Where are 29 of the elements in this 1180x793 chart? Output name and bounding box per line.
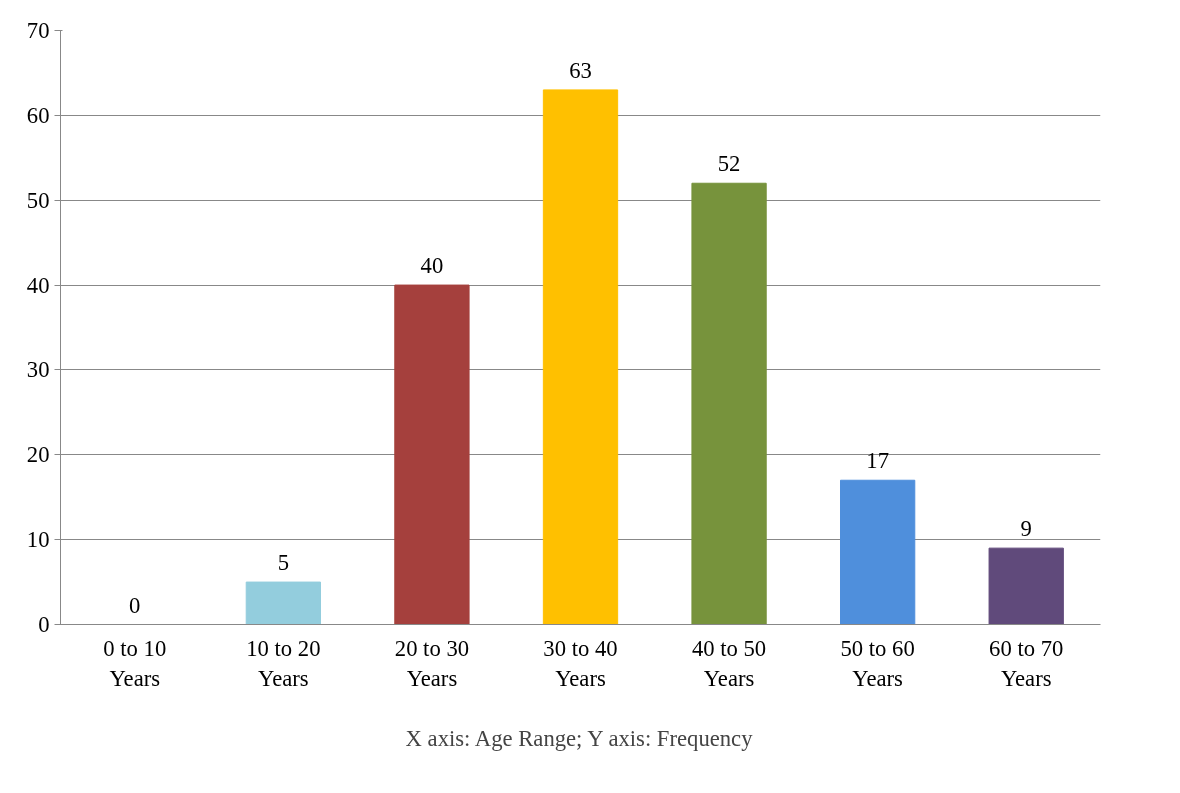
x-tick-label: 50 to 60 Years [840, 635, 915, 691]
x-tick-label: 20 to 30 Years [394, 635, 470, 691]
x-tick-label: 40 to 50 Years [691, 635, 767, 691]
y-tick-label: 0 [38, 612, 50, 637]
y-tick-label: 60 [26, 102, 50, 128]
x-tick-label: 0 to 10 Years [103, 635, 167, 691]
data-label: 17 [866, 448, 889, 474]
text: X axis: Age Range; Y axis: Frequency [405, 725, 754, 751]
data-label: 5 [277, 550, 290, 576]
x-tick-label: 60 to 70 Years [989, 635, 1064, 691]
bar [840, 479, 916, 625]
y-tick-label: 30 [26, 357, 50, 383]
bar [988, 547, 1064, 625]
data-label: 0 [129, 592, 141, 618]
y-tick-label: 20 [26, 442, 50, 468]
bar [245, 581, 321, 625]
bar [691, 182, 767, 625]
y-tick-label: 40 [26, 272, 50, 298]
y-tick-label: 70 [26, 18, 50, 43]
y-tick-label: 50 [26, 187, 50, 213]
data-label: 9 [1020, 516, 1032, 542]
data-label: 63 [569, 57, 592, 83]
data-label: 52 [717, 151, 741, 177]
bar [394, 284, 470, 625]
data-label: 40 [420, 253, 444, 279]
bar [542, 89, 619, 625]
x-tick-label: 30 to 40 Years [543, 635, 618, 691]
y-tick-label: 10 [26, 527, 50, 553]
x-tick-label: 10 to 20 Years [246, 635, 321, 691]
